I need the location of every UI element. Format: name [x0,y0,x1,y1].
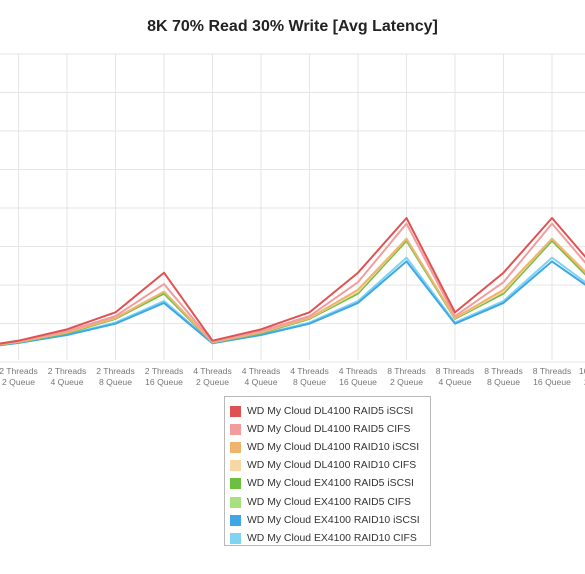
series-line [0,222,585,346]
legend-item[interactable]: WD My Cloud DL4100 RAID5 iSCSI [230,402,430,420]
x-tick-label: 2 Threads 8 Queue [96,366,135,387]
x-tick-label: 4 Threads 8 Queue [290,366,329,387]
series-lines [0,216,585,347]
legend-swatch [230,460,241,472]
series-line [0,216,585,345]
legend-swatch [230,496,241,508]
legend-swatch [230,478,241,490]
legend-swatch [230,423,241,435]
legend-item[interactable]: WD My Cloud DL4100 RAID10 CIFS [230,457,430,475]
legend-label: WD My Cloud EX4100 RAID5 CIFS [247,496,411,508]
legend-item[interactable]: WD My Cloud EX4100 RAID5 CIFS [230,493,430,511]
legend-label: WD My Cloud EX4100 RAID5 iSCSI [247,478,414,490]
legend-label: WD My Cloud EX4100 RAID10 CIFS [247,532,417,544]
legend-item[interactable]: WD My Cloud EX4100 RAID10 CIFS [230,529,430,547]
legend: WD My Cloud DL4100 RAID5 iSCSI WD My Clou… [224,396,431,546]
x-tick-label: 4 Threads 4 Queue [242,366,281,387]
legend-label: WD My Cloud DL4100 RAID5 iSCSI [247,405,414,417]
x-tick-label: 8 Threads 16 Queue [533,366,572,387]
legend-item[interactable]: WD My Cloud DL4100 RAID5 CIFS [230,420,430,438]
legend-label: WD My Cloud DL4100 RAID5 CIFS [247,423,411,435]
x-tick-label: 4 Threads 2 Queue [193,366,232,387]
legend-swatch [230,405,241,417]
legend-swatch [230,514,241,526]
legend-item[interactable]: WD My Cloud EX4100 RAID5 iSCSI [230,475,430,493]
legend-label: WD My Cloud DL4100 RAID10 iSCSI [247,441,420,453]
x-tick-label: 2 Threads 16 Queue [145,366,184,387]
legend-swatch [230,532,241,544]
chart-title: 8K 70% Read 30% Write [Avg Latency] [147,18,438,35]
legend-label: WD My Cloud EX4100 RAID10 iSCSI [247,514,420,526]
x-tick-label: 8 Threads 4 Queue [436,366,475,387]
grid-lines [0,53,585,363]
legend-item[interactable]: WD My Cloud EX4100 RAID10 iSCSI [230,511,430,529]
x-tick-label: 2 Threads 2 Queue [0,366,38,387]
legend-label: WD My Cloud DL4100 RAID10 CIFS [247,460,417,472]
x-tick-label: 4 Threads 16 Queue [339,366,378,387]
series-line [0,237,585,346]
series-line [0,260,585,347]
x-tick-label: 8 Threads 8 Queue [484,366,523,387]
x-tick-label: 8 Threads 2 Queue [387,366,426,387]
series-line [0,256,585,347]
legend-swatch [230,441,241,453]
x-tick-label: 2 Threads 4 Queue [48,366,87,387]
legend-item[interactable]: WD My Cloud DL4100 RAID10 iSCSI [230,438,430,456]
